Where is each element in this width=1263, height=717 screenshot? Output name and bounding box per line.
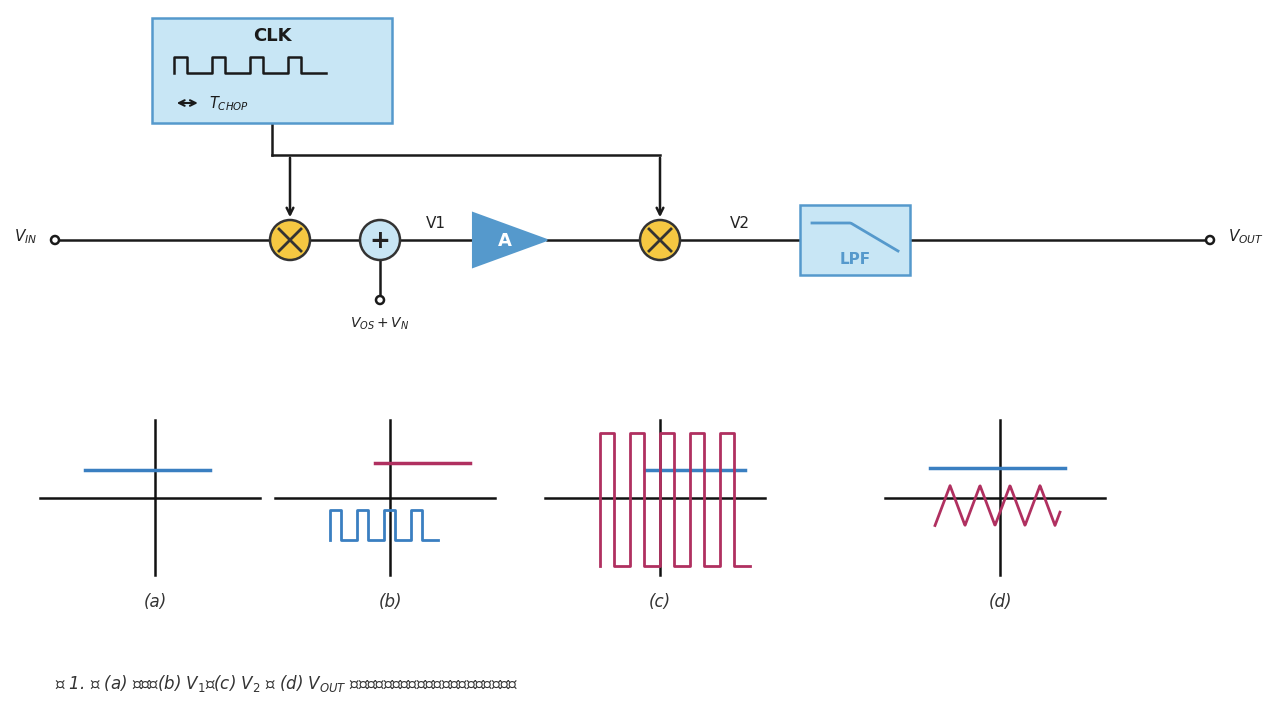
Text: $V_{OUT}$: $V_{OUT}$ <box>1228 228 1263 247</box>
Text: +: + <box>370 229 390 253</box>
Text: (a): (a) <box>144 593 167 611</box>
Text: (c): (c) <box>649 593 671 611</box>
Text: 图 1. 在 (a) 输入、(b) $V_1$、(c) $V_2$ 和 (d) $V_{OUT}$ 端的信号（蓝色）和误差（红色）的时域波形: 图 1. 在 (a) 输入、(b) $V_1$、(c) $V_2$ 和 (d) … <box>56 673 518 694</box>
Circle shape <box>376 296 384 304</box>
Text: $V_{IN}$: $V_{IN}$ <box>14 228 37 247</box>
Text: V2: V2 <box>730 216 750 231</box>
Circle shape <box>1206 236 1214 244</box>
Text: CLK: CLK <box>253 27 292 45</box>
FancyBboxPatch shape <box>152 18 392 123</box>
Text: $T_{CHOP}$: $T_{CHOP}$ <box>208 95 249 113</box>
Text: A: A <box>498 232 512 250</box>
Circle shape <box>270 220 309 260</box>
Circle shape <box>51 236 59 244</box>
Text: $V_{OS}+V_N$: $V_{OS}+V_N$ <box>350 316 409 333</box>
FancyBboxPatch shape <box>799 205 911 275</box>
Text: (b): (b) <box>378 593 402 611</box>
Circle shape <box>360 220 400 260</box>
Text: V1: V1 <box>426 216 446 231</box>
Polygon shape <box>474 213 547 267</box>
Text: (d): (d) <box>988 593 1012 611</box>
Text: LPF: LPF <box>840 252 870 267</box>
Circle shape <box>640 220 679 260</box>
